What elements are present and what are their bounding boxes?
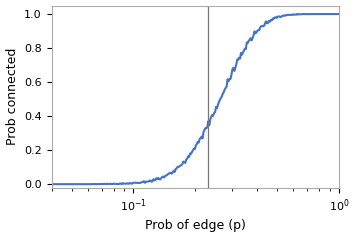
X-axis label: Prob of edge (p): Prob of edge (p) (145, 219, 246, 233)
Y-axis label: Prob connected: Prob connected (6, 48, 18, 145)
